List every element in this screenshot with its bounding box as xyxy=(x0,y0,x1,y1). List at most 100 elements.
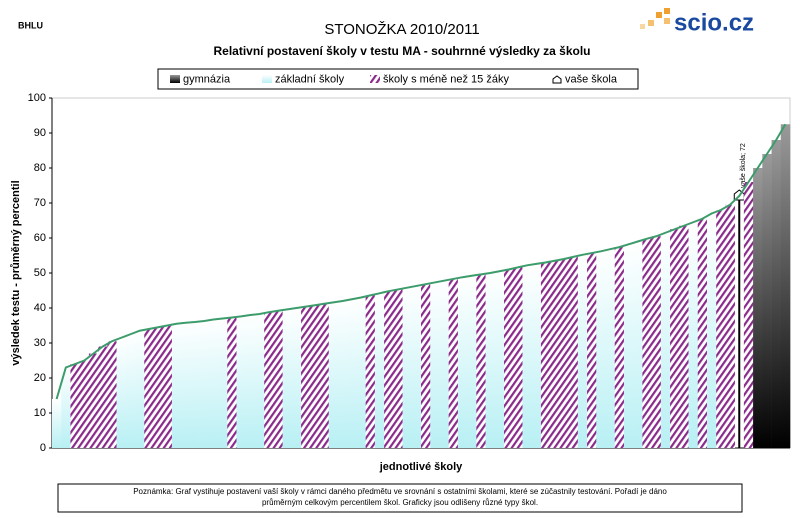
y-tick-label: 90 xyxy=(34,127,46,139)
school-bar xyxy=(181,322,191,448)
school-bar xyxy=(540,262,551,448)
y-tick-label: 80 xyxy=(34,162,46,174)
y-tick-label: 0 xyxy=(40,442,46,454)
school-bar xyxy=(531,263,542,448)
y-tick-label: 30 xyxy=(34,337,46,349)
school-bar xyxy=(587,253,597,448)
school-bar xyxy=(439,280,449,448)
school-bar xyxy=(88,353,99,448)
school-bar xyxy=(227,317,237,448)
legend-marker xyxy=(170,75,180,83)
school-bar xyxy=(190,322,200,448)
your-school-bar xyxy=(738,196,741,448)
school-bar xyxy=(374,293,385,448)
school-bar xyxy=(218,318,228,448)
school-bar xyxy=(504,269,514,448)
school-bar xyxy=(384,291,394,448)
school-bar xyxy=(430,282,440,448)
school-bar xyxy=(52,399,62,448)
school-bar xyxy=(476,274,486,448)
x-axis-label: jednotlivé školy xyxy=(379,461,463,473)
legend-marker xyxy=(262,75,272,83)
school-bar xyxy=(98,346,108,448)
school-bar xyxy=(706,213,717,448)
school-bar xyxy=(596,251,606,448)
school-bar xyxy=(688,222,699,448)
logo: scio.cz xyxy=(674,9,754,36)
school-bar xyxy=(393,289,403,448)
school-bar xyxy=(605,249,616,448)
school-bar xyxy=(780,124,791,448)
y-tick-label: 40 xyxy=(34,302,46,314)
school-bar xyxy=(144,329,154,448)
school-bar xyxy=(319,303,330,448)
legend-item: vaše škola xyxy=(552,73,618,85)
school-bar xyxy=(282,309,293,448)
school-bar xyxy=(79,360,90,448)
legend-label: vaše škola xyxy=(565,73,618,85)
legend-marker xyxy=(552,75,562,84)
school-bar xyxy=(411,285,422,448)
school-bar xyxy=(716,210,726,448)
school-bar xyxy=(559,259,569,448)
school-bar xyxy=(651,236,662,448)
school-bar xyxy=(171,323,182,448)
school-bar xyxy=(116,337,127,448)
school-bar xyxy=(245,315,256,448)
school-bar xyxy=(421,284,431,448)
school-bar xyxy=(236,316,247,448)
school-bar xyxy=(568,256,579,448)
school-bar xyxy=(623,244,634,448)
school-bar xyxy=(494,271,505,448)
school-bar xyxy=(61,367,71,448)
school-bar xyxy=(347,299,357,448)
y-tick-label: 50 xyxy=(34,267,46,279)
school-bar xyxy=(753,168,763,448)
school-bar xyxy=(310,305,320,448)
school-bar xyxy=(614,247,625,448)
logo-squares xyxy=(640,8,670,29)
school-bar xyxy=(457,277,468,448)
chart-title: STONOŽKA 2010/2011 xyxy=(324,21,479,38)
note-box xyxy=(57,483,743,513)
school-bar xyxy=(697,218,708,448)
school-bar xyxy=(365,295,376,448)
legend-item: gymnázia xyxy=(170,73,231,85)
legend-label: základní školy xyxy=(275,73,345,85)
school-bar xyxy=(522,265,532,448)
school-bar xyxy=(577,254,588,448)
school-bar xyxy=(208,319,219,448)
y-tick-label: 60 xyxy=(34,232,46,244)
school-bar xyxy=(550,260,560,448)
note: průměrným celkovým percentilem škol. Gra… xyxy=(262,498,538,507)
legend-item: školy s méně než 15 žáky xyxy=(370,73,509,85)
school-bar xyxy=(337,301,348,448)
school-bar xyxy=(107,341,117,448)
school-bar xyxy=(402,287,413,448)
school-bar xyxy=(135,330,145,448)
school-bar xyxy=(679,225,689,448)
y-axis-label: výsledek testu - průměrný percentil xyxy=(10,180,22,365)
school-bar xyxy=(264,312,274,448)
school-bar xyxy=(513,267,523,448)
school-bar xyxy=(70,364,80,448)
school-bar xyxy=(485,273,496,448)
legend-label: školy s méně než 15 žáky xyxy=(383,73,509,85)
y-tick-label: 20 xyxy=(34,372,46,384)
legend-marker xyxy=(370,75,380,83)
school-bar xyxy=(642,238,652,448)
y-tick-label: 10 xyxy=(34,407,46,419)
line xyxy=(55,123,787,400)
y-tick-label: 100 xyxy=(28,92,46,104)
school-bar xyxy=(356,297,366,448)
school-bar xyxy=(448,278,459,448)
school-bar xyxy=(762,154,772,448)
school-bar xyxy=(725,204,735,448)
school-bar xyxy=(670,229,680,448)
note: Poznámka: Graf vystihuje postavení vaší … xyxy=(133,487,667,496)
school-bar xyxy=(301,306,311,448)
school-bar xyxy=(743,182,754,448)
school-bar xyxy=(125,334,136,448)
school-bar xyxy=(273,310,283,448)
